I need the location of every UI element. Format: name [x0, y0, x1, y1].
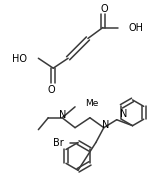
Text: HO: HO — [12, 54, 28, 64]
Text: O: O — [47, 85, 55, 95]
Text: N: N — [59, 110, 67, 120]
Text: N: N — [120, 109, 127, 119]
Text: O: O — [101, 4, 109, 14]
Text: Br: Br — [53, 138, 64, 148]
Text: N: N — [102, 120, 109, 130]
Text: Me: Me — [85, 99, 98, 108]
Text: OH: OH — [129, 23, 144, 33]
